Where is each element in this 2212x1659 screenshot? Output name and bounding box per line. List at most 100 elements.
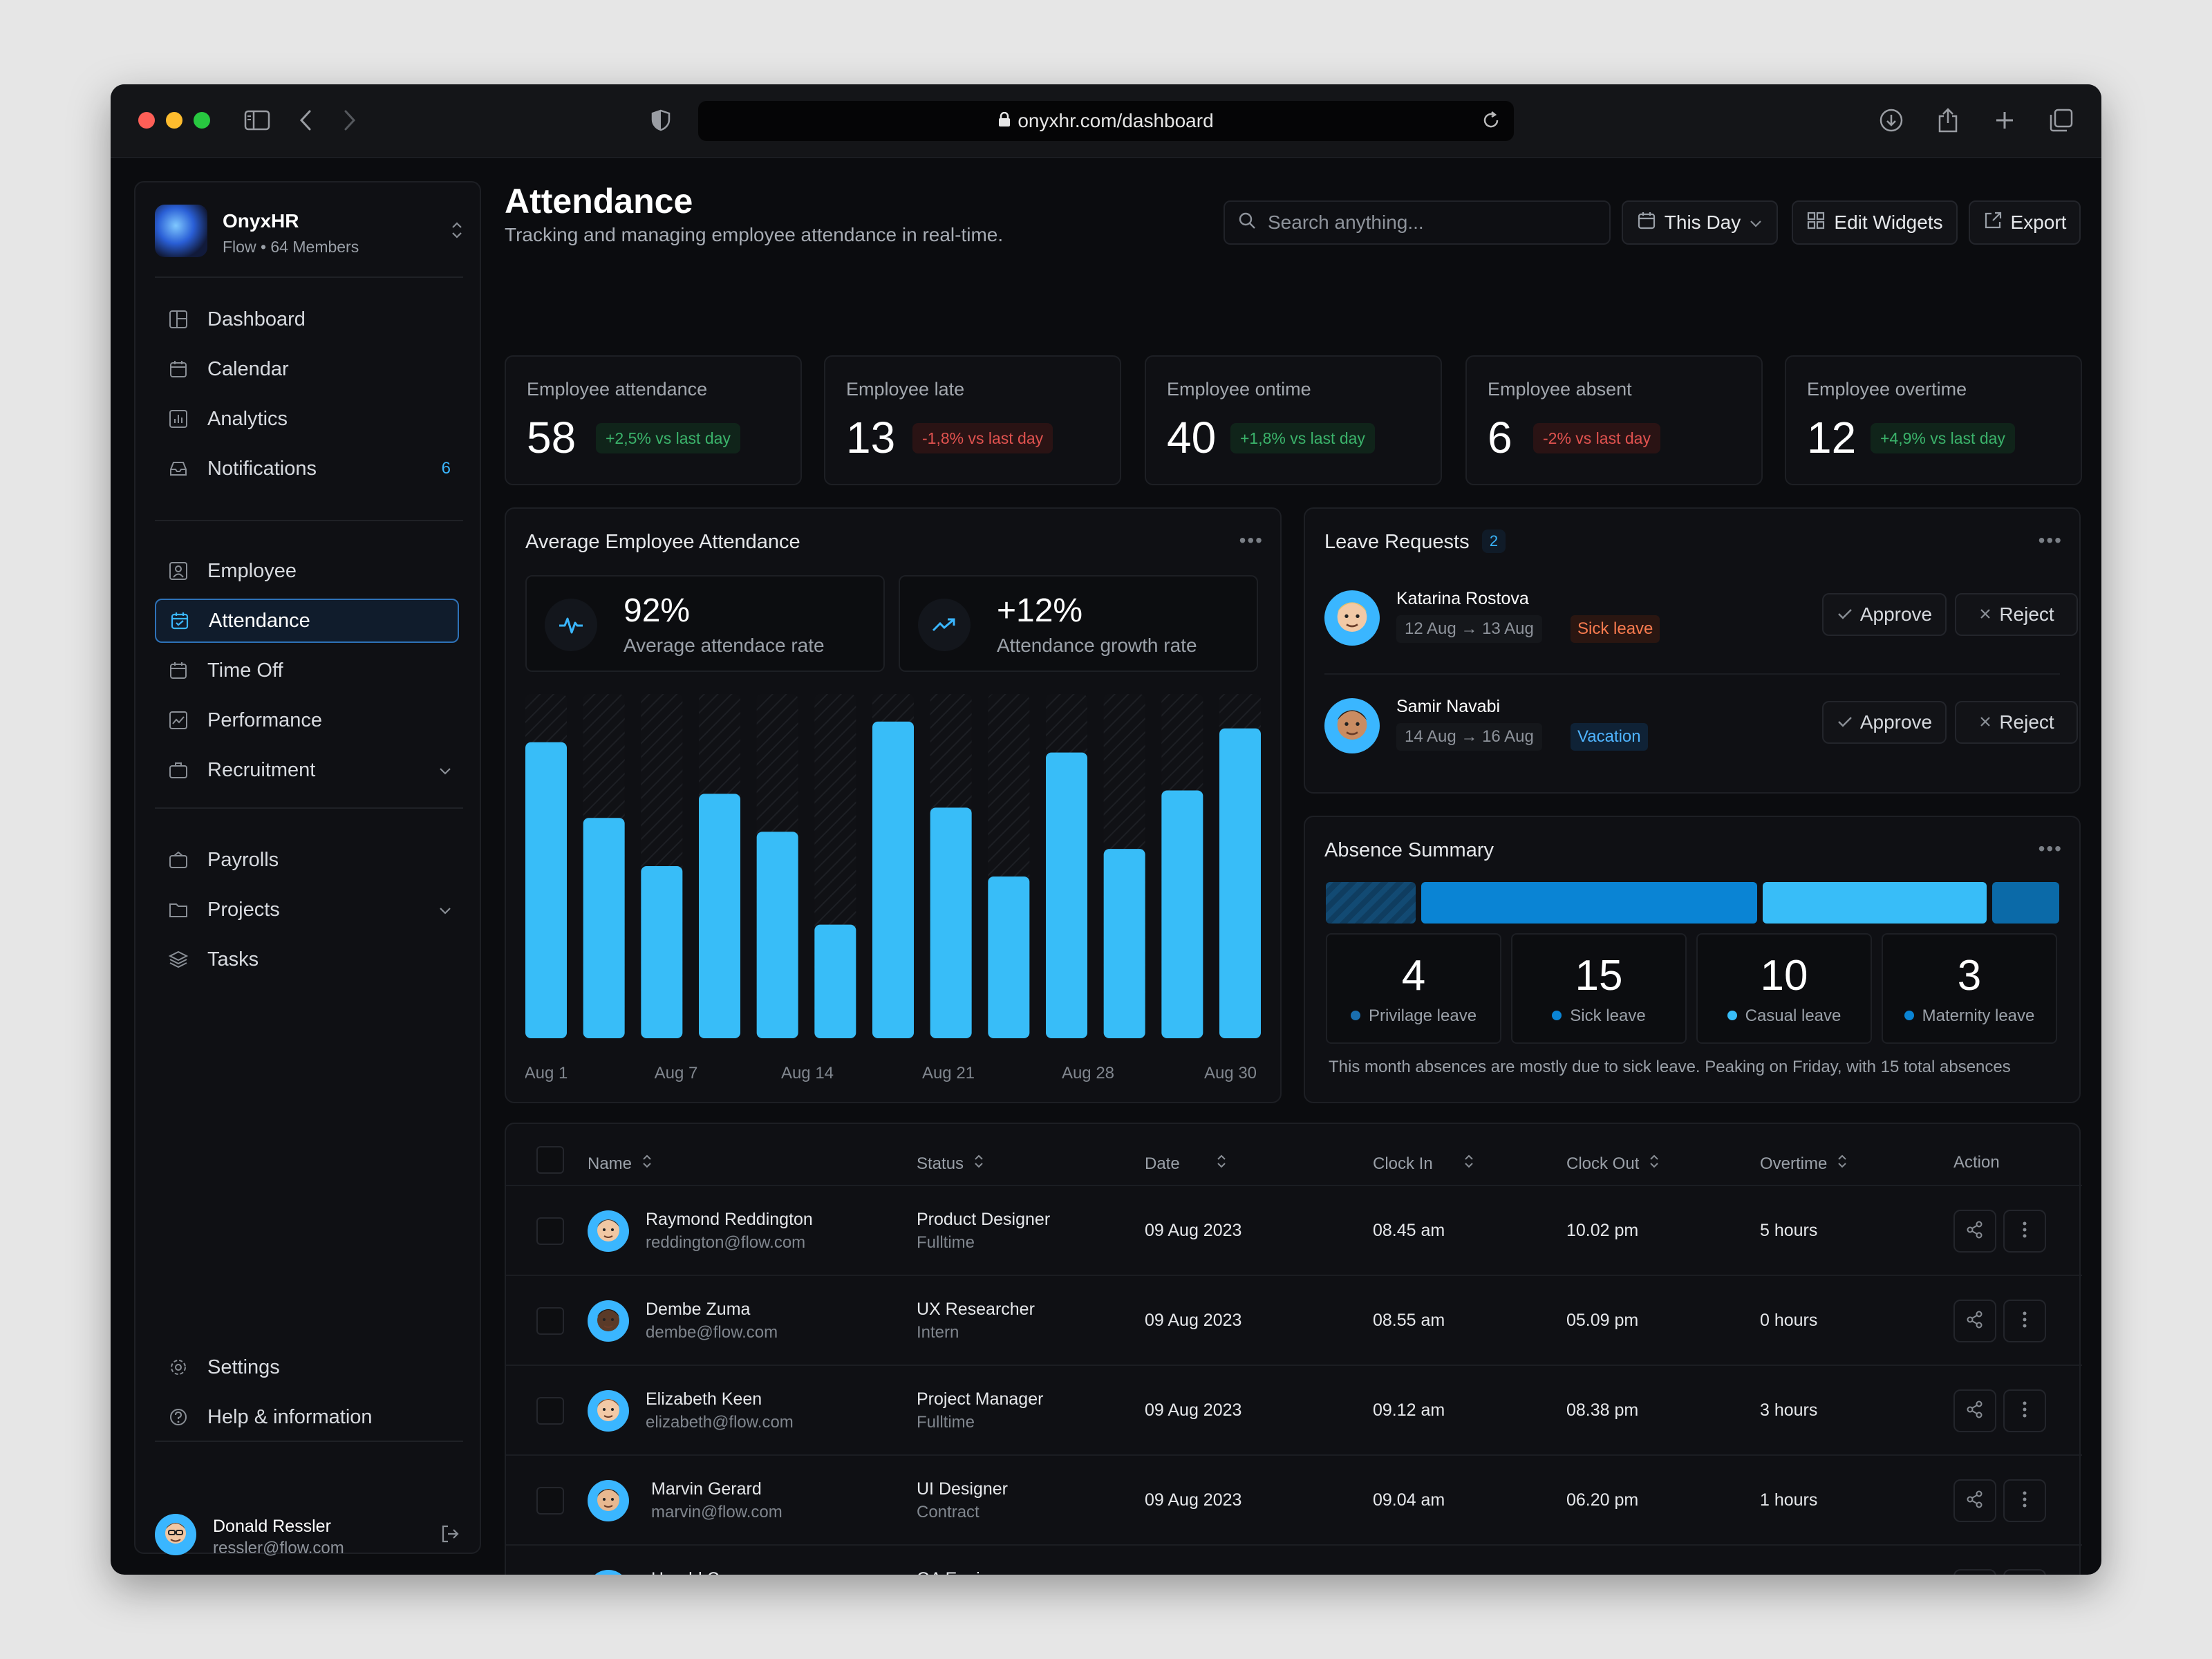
chart-bar[interactable] — [930, 807, 972, 1038]
back-icon[interactable] — [292, 106, 319, 134]
chart-bar[interactable] — [1219, 728, 1261, 1038]
performance-icon — [167, 709, 189, 731]
clock-out-time: 10.02 pm — [1566, 1221, 1639, 1240]
column-header-name[interactable]: Name — [588, 1153, 653, 1174]
new-tab-icon[interactable] — [1991, 106, 2018, 134]
chart-bar[interactable] — [1046, 752, 1087, 1038]
column-header-date[interactable]: Date — [1145, 1153, 1227, 1174]
sidebar-item-settings[interactable]: Settings — [155, 1345, 459, 1389]
table-row[interactable]: Harold Coopercooper@flow.comQA EngineerI… — [506, 1544, 2082, 1575]
kebab-menu-icon — [2022, 1311, 2027, 1332]
shield-icon[interactable] — [647, 106, 675, 134]
sort-icon[interactable] — [1837, 1153, 1848, 1174]
sidebar-item-performance[interactable]: Performance — [155, 698, 459, 742]
chart-bar[interactable] — [1161, 790, 1203, 1038]
reload-icon[interactable] — [1481, 110, 1501, 135]
reject-button[interactable]: Reject — [1955, 593, 2078, 636]
share-button[interactable] — [1953, 1479, 1996, 1522]
table-row[interactable]: Elizabeth Keen elizabeth@flow.com Project … — [506, 1365, 2082, 1454]
column-header-clock-out[interactable]: Clock Out — [1566, 1153, 1660, 1174]
workspace-switcher[interactable]: OnyxHR Flow • 64 Members — [155, 202, 463, 259]
select-all-checkbox[interactable] — [536, 1146, 564, 1174]
sidebar-item-tasks[interactable]: Tasks — [155, 937, 459, 982]
row-menu-button[interactable] — [2003, 1389, 2046, 1432]
export-button[interactable]: Export — [1969, 200, 2081, 245]
share-button[interactable] — [1953, 1300, 1996, 1342]
row-menu-button[interactable] — [2003, 1569, 2046, 1575]
row-checkbox[interactable] — [536, 1217, 564, 1245]
close-window-button[interactable] — [138, 112, 155, 129]
approve-label: Approve — [1859, 603, 1933, 625]
chart-bar[interactable] — [872, 721, 914, 1038]
table-row[interactable]: Raymond Reddington reddington@flow.com Pro… — [506, 1185, 2082, 1275]
row-checkbox[interactable] — [536, 1397, 564, 1425]
stat-card-employee-late: Employee late 13 -1,8% vs last day — [824, 355, 1121, 485]
absence-stat-sick-leave: 15 Sick leave — [1511, 933, 1687, 1044]
row-menu-button[interactable] — [2003, 1300, 2046, 1342]
sidebar-toggle-icon[interactable] — [243, 106, 271, 134]
chart-bar[interactable] — [756, 832, 798, 1038]
period-dropdown[interactable]: This Day — [1622, 200, 1778, 245]
more-options-icon[interactable]: ••• — [2038, 529, 2063, 551]
search-input[interactable]: Search anything... — [1224, 200, 1611, 245]
row-checkbox[interactable] — [536, 1487, 564, 1515]
browser-toolbar: onyxhr.com/dashboard — [111, 84, 2101, 158]
sidebar-item-notifications[interactable]: Notifications 6 — [155, 447, 459, 491]
chart-bar[interactable] — [988, 876, 1030, 1038]
sort-icon[interactable] — [1649, 1153, 1660, 1174]
share-button[interactable] — [1953, 1569, 1996, 1575]
chart-bar[interactable] — [583, 818, 625, 1038]
sidebar-item-time-off[interactable]: Time Off — [155, 648, 459, 693]
logout-icon[interactable] — [440, 1524, 460, 1548]
maximize-window-button[interactable] — [194, 112, 210, 129]
row-checkbox[interactable] — [536, 1307, 564, 1335]
column-header-status[interactable]: Status — [917, 1153, 984, 1174]
reject-button[interactable]: Reject — [1955, 701, 2078, 744]
sort-icon[interactable] — [1463, 1153, 1474, 1174]
chevron-down-icon[interactable] — [438, 899, 452, 921]
approve-button[interactable]: Approve — [1822, 593, 1947, 636]
minimize-window-button[interactable] — [166, 112, 182, 129]
payroll-icon — [167, 849, 189, 871]
sidebar-item-dashboard[interactable]: Dashboard — [155, 297, 459, 341]
chart-bar[interactable] — [814, 924, 856, 1038]
sidebar-item-calendar[interactable]: Calendar — [155, 347, 459, 391]
more-options-icon[interactable]: ••• — [2038, 838, 2063, 859]
chevron-down-icon[interactable] — [438, 759, 452, 782]
forward-icon[interactable] — [336, 106, 364, 134]
leave-dates: 14 Aug → 16 Aug — [1396, 723, 1542, 751]
column-header-overtime[interactable]: Overtime — [1760, 1153, 1848, 1174]
chart-bar[interactable] — [1103, 849, 1145, 1038]
sidebar-item-projects[interactable]: Projects — [155, 888, 459, 932]
absence-stat-maternity-leave: 3 Maternity leave — [1882, 933, 2057, 1044]
sidebar-item-employee[interactable]: Employee — [155, 549, 459, 593]
download-icon[interactable] — [1877, 106, 1905, 134]
leave-dates: 12 Aug → 13 Aug — [1396, 615, 1542, 643]
share-icon[interactable] — [1934, 106, 1962, 134]
edit-widgets-button[interactable]: Edit Widgets — [1792, 200, 1958, 245]
sort-icon[interactable] — [641, 1153, 653, 1174]
row-menu-button[interactable] — [2003, 1479, 2046, 1522]
chart-bar[interactable] — [525, 742, 567, 1038]
column-header-clock-in[interactable]: Clock In — [1373, 1153, 1474, 1174]
share-button[interactable] — [1953, 1389, 1996, 1432]
address-bar[interactable]: onyxhr.com/dashboard — [698, 101, 1514, 141]
chart-bar[interactable] — [641, 866, 683, 1038]
share-button[interactable] — [1953, 1210, 1996, 1253]
sort-icon[interactable] — [973, 1153, 984, 1174]
absence-label: Casual leave — [1698, 1006, 1871, 1026]
sidebar-item-recruitment[interactable]: Recruitment — [155, 748, 459, 792]
tabs-overview-icon[interactable] — [2047, 106, 2075, 134]
sidebar-item-analytics[interactable]: Analytics — [155, 397, 459, 441]
chart-bar[interactable] — [699, 794, 740, 1038]
sidebar-item-attendance[interactable]: Attendance — [155, 599, 459, 643]
table-row[interactable]: Dembe Zuma dembe@flow.com UX Researcher Int… — [506, 1275, 2082, 1365]
sidebar-item-help-information[interactable]: Help & information — [155, 1395, 459, 1439]
approve-button[interactable]: Approve — [1822, 701, 1947, 744]
sort-icon[interactable] — [1216, 1153, 1227, 1174]
row-menu-button[interactable] — [2003, 1210, 2046, 1253]
more-options-icon[interactable]: ••• — [1239, 529, 1264, 551]
clock-in-time: 09.12 am — [1373, 1400, 1445, 1420]
sidebar-item-payrolls[interactable]: Payrolls — [155, 838, 459, 882]
table-row[interactable]: Marvin Gerard marvin@flow.com UI Designer C… — [506, 1454, 2082, 1544]
